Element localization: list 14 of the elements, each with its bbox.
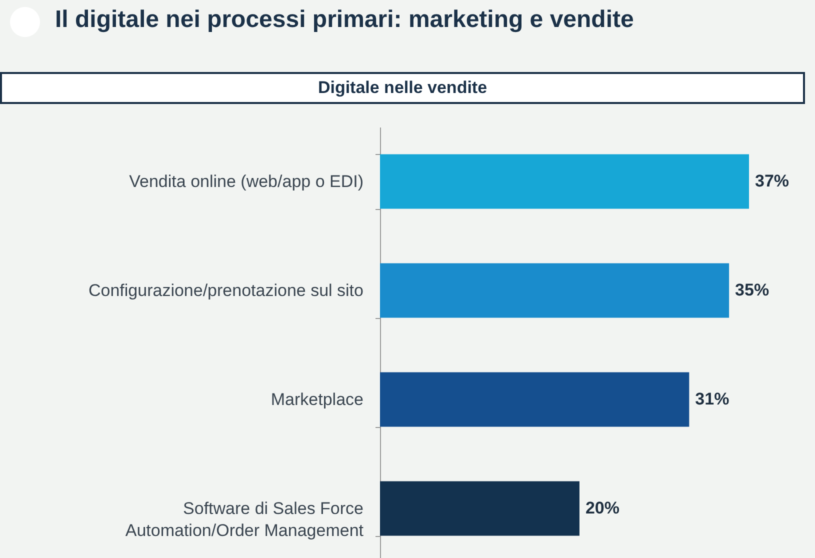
data-label: 31% [695, 390, 730, 408]
y-tick-label: Vendita online (web/app o EDI) [129, 172, 364, 191]
data-label: 35% [735, 280, 770, 300]
bar [380, 263, 730, 318]
bar [380, 481, 580, 536]
bar [380, 372, 690, 427]
chart-subtitle: Digitale nelle vendite [0, 72, 805, 104]
y-tick-label: Configurazione/prenotazione sul sito [88, 281, 364, 300]
y-tick-label: Software di Sales Force Automation/Order Management [125, 499, 364, 540]
bar [380, 154, 749, 209]
y-tick-label: Marketplace [270, 390, 364, 409]
data-label: 37% [755, 172, 790, 190]
data-label: 20% [585, 498, 620, 518]
chart-title: Il digitale nei processi primari: marketing e vendite [55, 6, 634, 34]
